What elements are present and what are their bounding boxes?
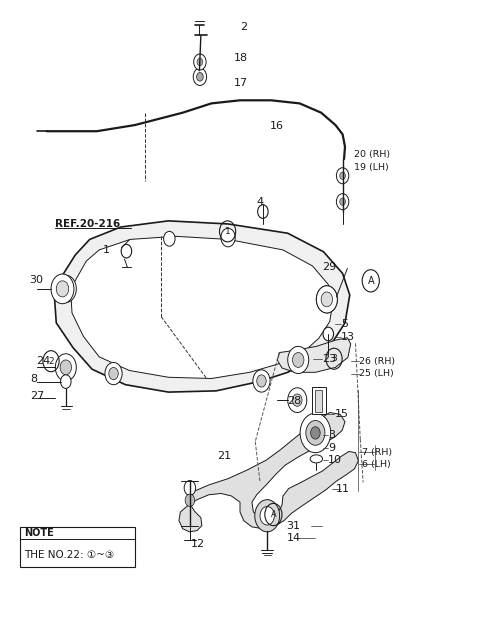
Bar: [315, 389, 322, 412]
Circle shape: [109, 368, 118, 379]
Text: REF.20-216: REF.20-216: [55, 219, 120, 229]
Text: 2: 2: [240, 22, 247, 32]
Circle shape: [300, 413, 331, 453]
Circle shape: [321, 292, 333, 307]
Circle shape: [121, 244, 132, 258]
Text: 3: 3: [331, 354, 337, 363]
Circle shape: [288, 388, 307, 412]
Circle shape: [197, 58, 203, 66]
Text: 25 (LH): 25 (LH): [360, 369, 394, 378]
Circle shape: [193, 68, 206, 86]
Text: NOTE: NOTE: [24, 528, 54, 538]
Polygon shape: [54, 221, 350, 392]
Circle shape: [255, 500, 280, 532]
Circle shape: [321, 292, 333, 307]
Circle shape: [60, 375, 71, 388]
Text: 8: 8: [30, 373, 37, 384]
Circle shape: [340, 198, 346, 206]
Text: 16: 16: [270, 121, 284, 131]
Circle shape: [185, 494, 195, 507]
Text: 17: 17: [234, 78, 248, 88]
Circle shape: [51, 274, 74, 304]
Circle shape: [253, 370, 270, 392]
Text: 15: 15: [335, 409, 348, 419]
Circle shape: [55, 275, 76, 302]
Text: A: A: [368, 276, 374, 286]
Text: 23: 23: [322, 354, 336, 364]
Text: 1: 1: [103, 245, 109, 255]
Polygon shape: [179, 412, 359, 532]
Text: 13: 13: [341, 332, 355, 342]
Text: 18: 18: [234, 53, 248, 63]
Text: 4: 4: [256, 197, 264, 207]
Text: THE NO.22: ①~③: THE NO.22: ①~③: [24, 550, 114, 560]
Ellipse shape: [310, 455, 323, 463]
Text: 1: 1: [225, 227, 230, 236]
Text: 3: 3: [328, 430, 335, 440]
Circle shape: [340, 172, 346, 179]
Circle shape: [194, 54, 206, 70]
Polygon shape: [277, 338, 351, 373]
Circle shape: [316, 286, 337, 313]
Text: 5: 5: [341, 319, 348, 329]
Text: 27: 27: [30, 391, 44, 401]
Text: 24: 24: [36, 356, 50, 366]
Text: 20 (RH): 20 (RH): [354, 150, 390, 159]
Circle shape: [105, 363, 122, 384]
Circle shape: [306, 420, 325, 445]
Circle shape: [197, 73, 203, 81]
Circle shape: [316, 286, 337, 313]
Bar: [312, 387, 326, 414]
Text: A: A: [271, 510, 276, 519]
Text: 9: 9: [328, 443, 335, 453]
Text: 19 (LH): 19 (LH): [354, 163, 388, 171]
Circle shape: [292, 394, 302, 406]
Text: 28: 28: [287, 396, 301, 406]
Text: 6 (LH): 6 (LH): [362, 460, 391, 469]
Circle shape: [55, 354, 76, 381]
Polygon shape: [71, 237, 333, 379]
Circle shape: [311, 427, 320, 439]
Text: 11: 11: [336, 484, 349, 494]
Circle shape: [292, 353, 304, 368]
Circle shape: [288, 347, 309, 374]
Circle shape: [221, 229, 235, 247]
Circle shape: [323, 327, 334, 341]
Text: 29: 29: [322, 262, 336, 272]
Text: 10: 10: [328, 455, 342, 465]
Circle shape: [60, 281, 72, 296]
Text: 30: 30: [29, 274, 43, 284]
Circle shape: [164, 232, 175, 246]
Circle shape: [60, 360, 72, 375]
Circle shape: [336, 194, 349, 210]
Text: 14: 14: [287, 533, 301, 543]
Circle shape: [336, 168, 349, 184]
Circle shape: [56, 281, 69, 297]
Text: 26 (RH): 26 (RH): [360, 356, 396, 366]
Text: 31: 31: [286, 520, 300, 530]
Text: 7 (RH): 7 (RH): [362, 448, 392, 456]
Circle shape: [257, 375, 266, 387]
Text: 12: 12: [191, 539, 204, 549]
Circle shape: [184, 481, 196, 496]
Text: 2: 2: [48, 356, 54, 366]
Text: 21: 21: [217, 451, 231, 461]
Circle shape: [260, 507, 275, 525]
Circle shape: [258, 205, 268, 219]
